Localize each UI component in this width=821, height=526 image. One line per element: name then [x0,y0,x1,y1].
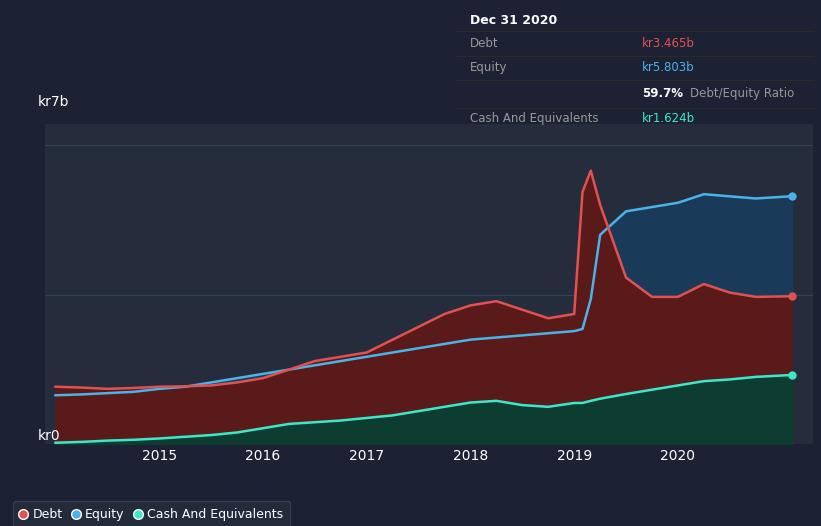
Text: kr7b: kr7b [38,95,69,109]
Legend: Debt, Equity, Cash And Equivalents: Debt, Equity, Cash And Equivalents [13,501,290,526]
Text: kr5.803b: kr5.803b [642,62,695,75]
Point [786,292,799,300]
Point [786,192,799,200]
Text: Cash And Equivalents: Cash And Equivalents [470,112,599,125]
Text: kr3.465b: kr3.465b [642,37,695,50]
Point [786,371,799,379]
Text: Equity: Equity [470,62,507,75]
Text: Dec 31 2020: Dec 31 2020 [470,14,557,27]
Text: Debt/Equity Ratio: Debt/Equity Ratio [690,87,795,100]
Text: kr1.624b: kr1.624b [642,112,695,125]
Text: kr0: kr0 [38,429,60,443]
Text: 59.7%: 59.7% [642,87,683,100]
Text: Debt: Debt [470,37,498,50]
